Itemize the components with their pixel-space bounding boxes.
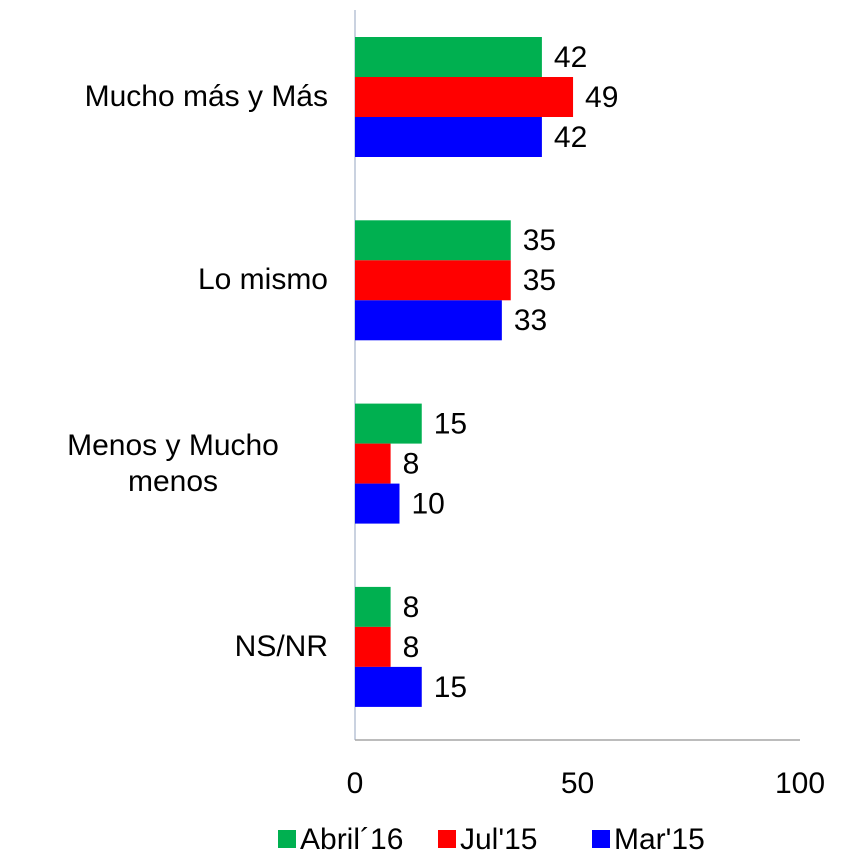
bar — [355, 626, 391, 667]
value-label: 33 — [514, 304, 547, 337]
value-label: 15 — [434, 408, 467, 441]
x-tick-label: 50 — [561, 767, 594, 800]
bar — [355, 37, 542, 77]
bar — [355, 77, 574, 117]
value-label: 35 — [523, 224, 556, 257]
legend-label: Abril´16 — [300, 823, 403, 856]
x-tick-label: 100 — [775, 767, 825, 800]
legend-label: Mar'15 — [614, 823, 705, 856]
bar — [355, 666, 422, 707]
value-label: 35 — [523, 264, 556, 297]
value-label: 8 — [403, 631, 420, 664]
value-label: 49 — [585, 81, 618, 114]
x-tick-label: 0 — [347, 767, 364, 800]
category-label: Menos y Mucho menos — [67, 428, 279, 498]
bar — [355, 403, 422, 444]
legend-swatch — [438, 830, 456, 848]
category-label: NS/NR — [234, 629, 328, 663]
bar — [355, 483, 400, 524]
bar — [355, 260, 511, 301]
value-label: 42 — [554, 41, 587, 74]
legend-label: Jul'15 — [460, 823, 537, 856]
category-label: Lo mismo — [197, 263, 328, 297]
legend-swatch — [592, 830, 610, 848]
value-label: 42 — [554, 121, 587, 154]
value-label: 15 — [434, 671, 467, 704]
value-label: 10 — [412, 488, 445, 521]
legend-swatch — [278, 830, 296, 848]
bar — [355, 300, 502, 341]
category-label: Mucho más y Más — [84, 80, 328, 113]
bar — [355, 117, 542, 157]
bar — [355, 443, 391, 484]
value-label: 8 — [403, 448, 420, 481]
value-label: 8 — [403, 591, 420, 624]
bar — [355, 220, 511, 261]
bar — [355, 586, 391, 627]
